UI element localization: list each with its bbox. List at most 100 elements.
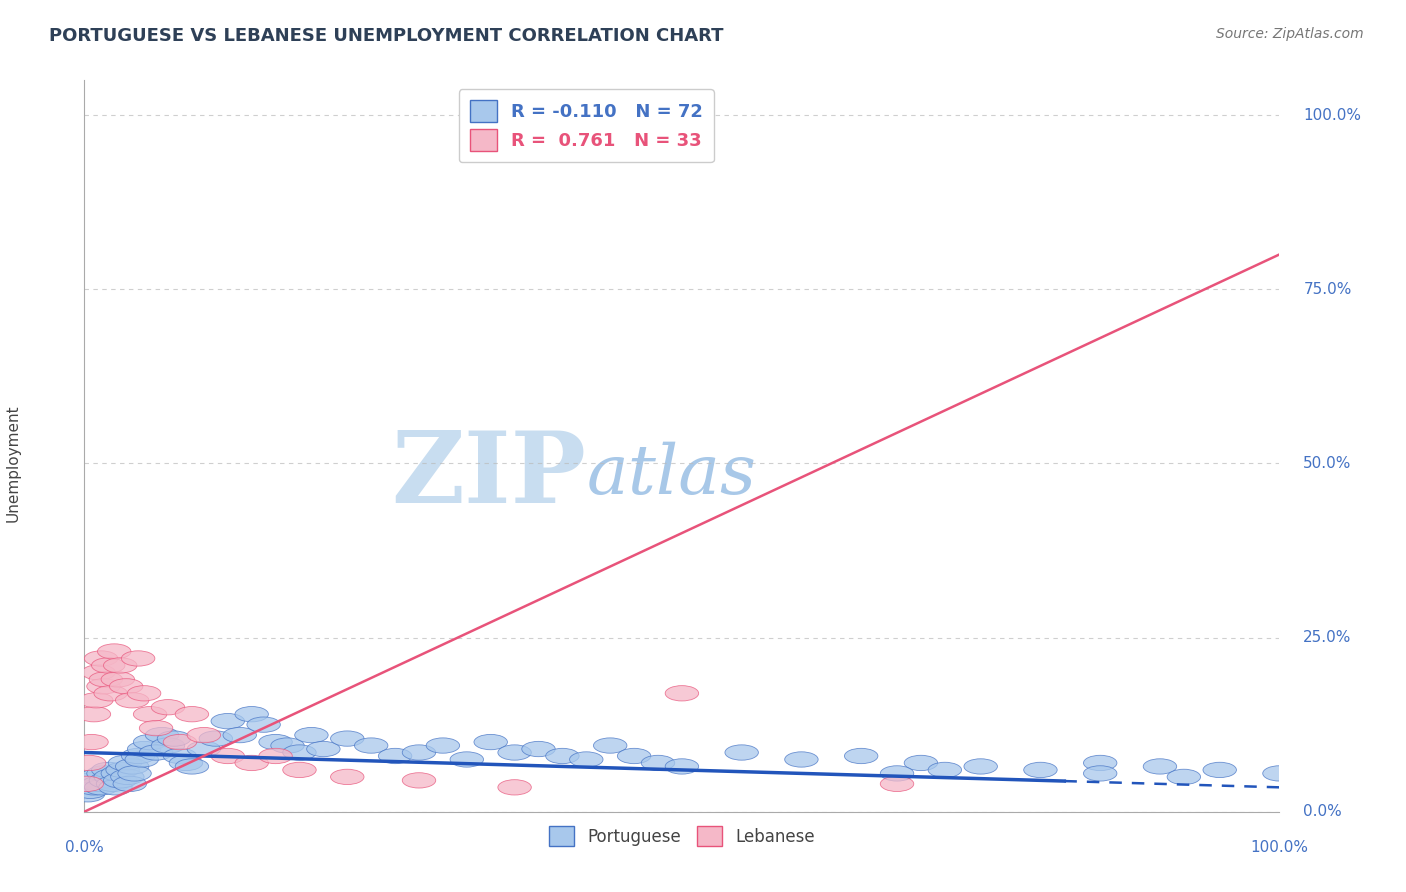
Text: Unemployment: Unemployment [6,405,20,522]
Ellipse shape [110,679,143,694]
Ellipse shape [725,745,758,760]
Ellipse shape [75,734,108,749]
Ellipse shape [1084,765,1116,781]
Ellipse shape [354,738,388,753]
Ellipse shape [187,741,221,756]
Ellipse shape [498,745,531,760]
Ellipse shape [111,769,145,785]
Ellipse shape [94,769,128,785]
Ellipse shape [569,752,603,767]
Ellipse shape [665,686,699,701]
Ellipse shape [330,731,364,747]
Ellipse shape [87,679,121,694]
Ellipse shape [235,706,269,722]
Ellipse shape [845,748,877,764]
Ellipse shape [77,706,111,722]
Ellipse shape [118,765,152,781]
Ellipse shape [259,748,292,764]
Ellipse shape [271,738,304,753]
Ellipse shape [80,769,112,785]
Ellipse shape [84,651,118,666]
Ellipse shape [593,738,627,753]
Ellipse shape [224,728,256,743]
Ellipse shape [94,686,128,701]
Ellipse shape [176,759,208,774]
Ellipse shape [121,651,155,666]
Ellipse shape [235,756,269,771]
Ellipse shape [105,763,139,778]
Ellipse shape [98,780,132,795]
Ellipse shape [70,776,104,791]
Ellipse shape [75,772,108,788]
Text: ZIP: ZIP [391,426,586,524]
Ellipse shape [96,776,129,791]
Ellipse shape [104,657,136,673]
Ellipse shape [474,734,508,749]
Ellipse shape [378,748,412,764]
Ellipse shape [163,748,197,764]
Ellipse shape [169,756,202,771]
Ellipse shape [72,787,104,802]
Ellipse shape [73,756,105,771]
Ellipse shape [82,665,115,680]
Ellipse shape [121,748,155,764]
Ellipse shape [880,765,914,781]
Ellipse shape [617,748,651,764]
Ellipse shape [176,706,208,722]
Ellipse shape [82,776,115,791]
Ellipse shape [152,738,184,753]
Ellipse shape [665,759,699,774]
Ellipse shape [80,692,112,708]
Ellipse shape [89,672,122,687]
Ellipse shape [283,763,316,778]
Ellipse shape [112,776,146,791]
Text: 100.0%: 100.0% [1250,839,1309,855]
Ellipse shape [259,734,292,749]
Ellipse shape [904,756,938,771]
Ellipse shape [101,765,135,781]
Ellipse shape [139,721,173,736]
Text: atlas: atlas [586,442,756,508]
Ellipse shape [641,756,675,771]
Ellipse shape [108,756,142,771]
Ellipse shape [665,107,699,123]
Ellipse shape [928,763,962,778]
Ellipse shape [546,748,579,764]
Ellipse shape [125,752,159,767]
Ellipse shape [965,759,997,774]
Ellipse shape [200,731,232,747]
Ellipse shape [1167,769,1201,785]
Ellipse shape [139,745,173,760]
Ellipse shape [145,728,179,743]
Ellipse shape [87,765,121,781]
Legend: Portuguese, Lebanese: Portuguese, Lebanese [540,818,824,855]
Text: 100.0%: 100.0% [1303,108,1361,122]
Text: 0.0%: 0.0% [65,839,104,855]
Ellipse shape [283,745,316,760]
Ellipse shape [134,706,167,722]
Ellipse shape [187,728,221,743]
Ellipse shape [1024,763,1057,778]
Ellipse shape [880,776,914,791]
Ellipse shape [1263,765,1296,781]
Text: 50.0%: 50.0% [1303,456,1351,471]
Ellipse shape [152,699,184,714]
Ellipse shape [91,657,125,673]
Ellipse shape [211,748,245,764]
Ellipse shape [157,731,191,747]
Ellipse shape [498,780,531,795]
Ellipse shape [77,780,111,795]
Ellipse shape [128,741,160,756]
Ellipse shape [89,772,122,788]
Ellipse shape [1204,763,1236,778]
Ellipse shape [97,644,131,659]
Text: 25.0%: 25.0% [1303,630,1351,645]
Ellipse shape [426,738,460,753]
Ellipse shape [134,734,167,749]
Ellipse shape [115,692,149,708]
Ellipse shape [73,783,107,798]
Text: Source: ZipAtlas.com: Source: ZipAtlas.com [1216,27,1364,41]
Ellipse shape [1143,759,1177,774]
Ellipse shape [307,741,340,756]
Ellipse shape [1084,756,1116,771]
